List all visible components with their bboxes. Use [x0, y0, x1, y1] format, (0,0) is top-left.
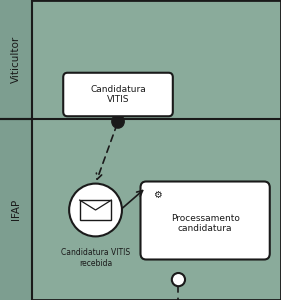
Bar	[80, 200, 111, 220]
Text: IFAP: IFAP	[11, 199, 21, 220]
Text: Viticultor: Viticultor	[11, 36, 21, 83]
Text: Processamento
candidatura: Processamento candidatura	[171, 214, 240, 233]
FancyBboxPatch shape	[140, 182, 270, 260]
Bar	[0, 118, 32, 300]
Text: ⚙: ⚙	[153, 190, 162, 200]
Ellipse shape	[69, 184, 122, 236]
Text: Candidatura VITIS
recebida: Candidatura VITIS recebida	[61, 248, 130, 268]
Ellipse shape	[172, 273, 185, 286]
Text: Candidatura
VITIS: Candidatura VITIS	[90, 85, 146, 104]
Circle shape	[112, 115, 124, 128]
FancyBboxPatch shape	[63, 73, 173, 116]
Bar	[0, 0, 32, 118]
